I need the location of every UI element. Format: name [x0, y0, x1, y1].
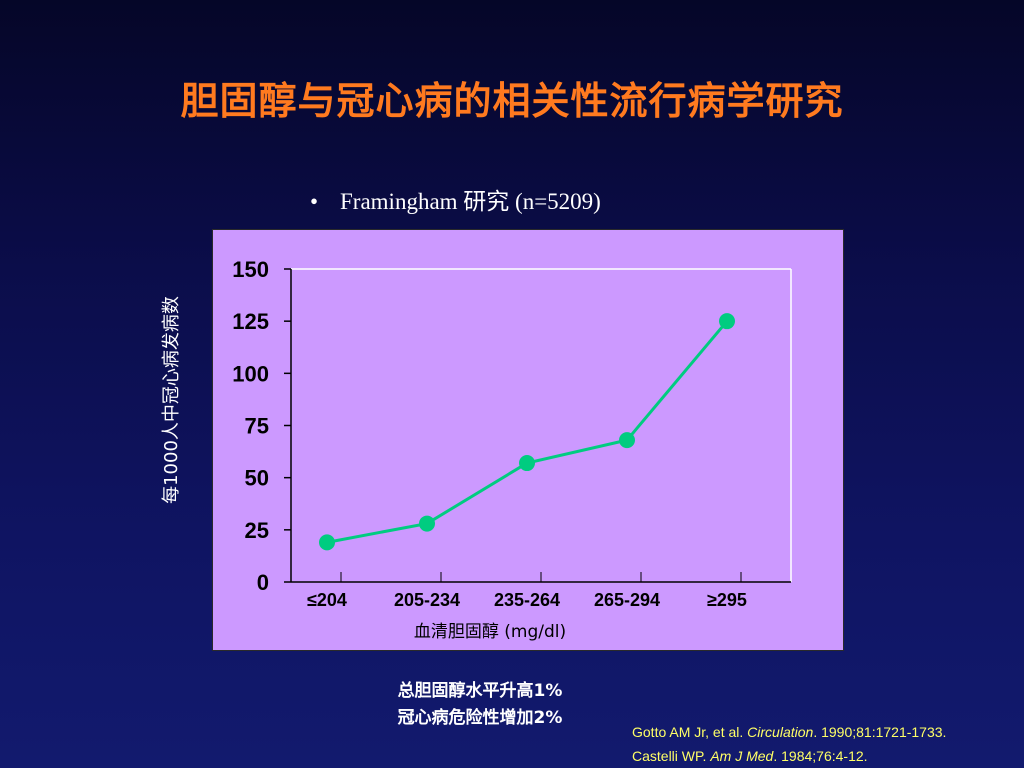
y-tick-label: 150	[232, 257, 269, 282]
series-line	[326, 320, 729, 544]
note-line-2: 冠心病危险性增加2%	[397, 708, 563, 728]
x-tick-label: ≥295	[707, 590, 747, 610]
y-tick-label: 0	[257, 570, 269, 595]
y-tick-label: 25	[245, 518, 269, 543]
citation-1: Gotto AM Jr, et al. Circulation. 1990;81…	[632, 724, 946, 740]
x-axis-ticks: ≤204 205-234 235-264 265-294 ≥295	[307, 572, 747, 610]
line-chart: 0 25 50 75 100 125 150 ≤204 205-234 235-264 265-2…	[232, 257, 792, 642]
x-tick-label: 235-264	[494, 590, 560, 610]
x-tick-label: 205-234	[394, 590, 460, 610]
bullet-text: Framingham 研究 (n=5209)	[340, 189, 601, 214]
bullet-symbol: •	[310, 189, 319, 214]
y-tick-label: 50	[245, 466, 269, 491]
citation-2-authors: Castelli WP.	[632, 748, 711, 764]
data-point	[719, 313, 735, 330]
y-axis-title: 每1000人中冠心病发病数	[161, 296, 182, 504]
data-point	[419, 515, 435, 532]
citation-1-authors: Gotto AM Jr, et al.	[632, 724, 748, 740]
slide-title: 胆固醇与冠心病的相关性流行病学研究	[180, 79, 844, 123]
x-tick-label: 265-294	[594, 590, 660, 610]
citation-2-details: . 1984;76:4-12.	[773, 748, 868, 764]
x-axis-title: 血清胆固醇 (mg/dl)	[414, 622, 566, 642]
bullet-study: • Framingham 研究 (n=5209)	[310, 182, 601, 216]
y-axis-ticks: 0 25 50 75 100 125 150	[232, 257, 291, 595]
y-tick-label: 125	[232, 309, 269, 334]
y-tick-label: 75	[245, 414, 269, 439]
citation-1-details: . 1990;81:1721-1733.	[813, 724, 947, 740]
series-group	[319, 313, 735, 551]
chart-panel: 0 25 50 75 100 125 150 ≤204 205-234 235-264 265-2…	[212, 229, 844, 651]
citation-1-journal: Circulation	[747, 724, 814, 740]
note-line-1: 总胆固醇水平升高1%	[397, 681, 563, 701]
y-tick-label: 100	[232, 361, 269, 386]
citation-2: Castelli WP. Am J Med. 1984;76:4-12.	[632, 748, 868, 764]
data-point	[519, 455, 535, 472]
data-point	[619, 432, 635, 449]
x-tick-label: ≤204	[307, 590, 347, 610]
data-point	[319, 534, 335, 551]
citation-2-journal: Am J Med	[710, 748, 774, 764]
